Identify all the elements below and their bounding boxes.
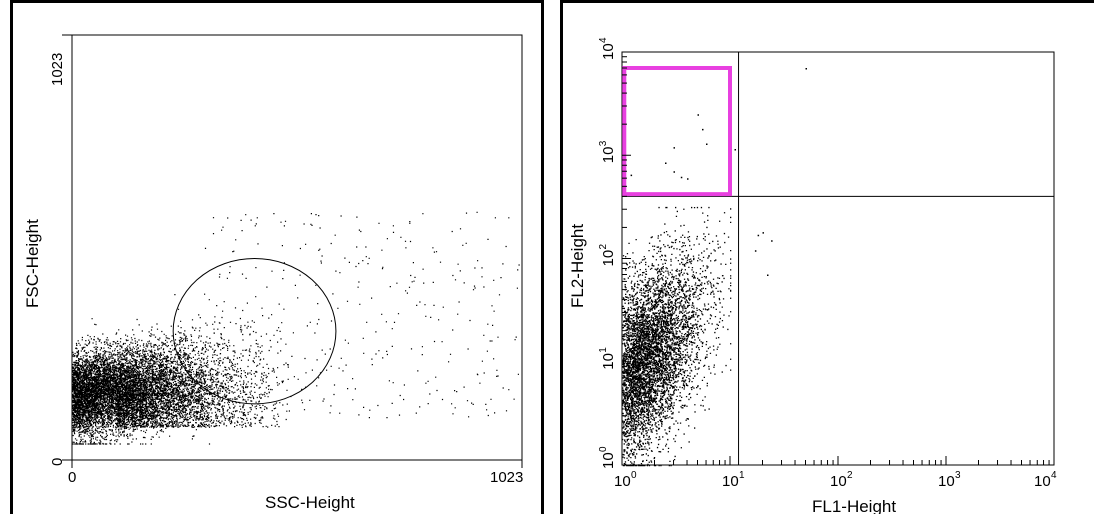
right-y-axis-title: FL2-Height [568,224,587,308]
right-y-tick-label-4-base: 10 [600,43,617,60]
right-y-tick-label-3-exp: 3 [598,140,609,146]
right-x-tick-labels: 10 0 10 1 10 2 10 3 10 4 [614,470,1057,490]
left-scatter-plot: 0 1023 0 1023 SSC-Height FSC-Height [23,34,523,512]
left-plot-area [71,34,523,461]
left-data-points [72,211,520,445]
right-y-tick-label-1-base: 10 [600,353,617,370]
right-y-tick-label-3: 103 [598,140,617,163]
right-data-points [622,68,807,467]
right-y-tick-label-2: 102 [598,244,617,267]
right-y-tick-label-0-base: 10 [600,452,617,469]
left-scatter-points [72,211,520,445]
left-y-axis-title: FSC-Height [23,219,42,308]
right-y-tick-label-4-exp: 4 [598,37,609,43]
right-x-tick-label-1-exp: 1 [739,470,745,481]
left-x-axis-title: SSC-Height [265,493,355,512]
right-x-tick-label-3-base: 10 [938,473,955,490]
left-x-tick-label-min: 0 [68,469,76,486]
right-y-tick-label-0-exp: 0 [598,446,609,452]
left-panel-frame [10,0,544,514]
right-y-tick-label-1-exp: 1 [598,347,609,353]
right-scatter-points [622,68,807,467]
right-y-tick-label-0: 100 [598,446,617,469]
right-x-tick-label-2-base: 10 [830,473,847,490]
left-y-tick-label-min: 0 [49,458,66,466]
right-x-tick-label-0-exp: 0 [631,470,637,481]
right-rectangle-gate [622,65,733,197]
right-panel-frame [560,0,1094,514]
left-ellipse-gate [172,258,337,405]
right-x-tick-label-4-exp: 4 [1051,470,1057,481]
right-y-tick-label-2-exp: 2 [598,244,609,250]
left-x-tick-label-max: 1023 [490,469,523,486]
right-x-tick-label-0-base: 10 [614,473,631,490]
right-log-ticks [621,56,1050,466]
right-y-tick-label-2-base: 10 [600,250,617,267]
right-x-tick-label-1-base: 10 [722,473,739,490]
right-y-tick-label-1: 101 [598,347,617,370]
right-x-tick-label-4-base: 10 [1034,473,1051,490]
right-x-axis-title: FL1-Height [812,497,896,514]
left-y-tick-label-max: 1023 [49,53,66,86]
right-y-tick-label-4: 104 [598,37,617,60]
right-x-tick-label-2-exp: 2 [847,470,853,481]
right-y-tick-label-3-base: 10 [600,147,617,164]
right-x-tick-label-3-exp: 3 [955,470,961,481]
